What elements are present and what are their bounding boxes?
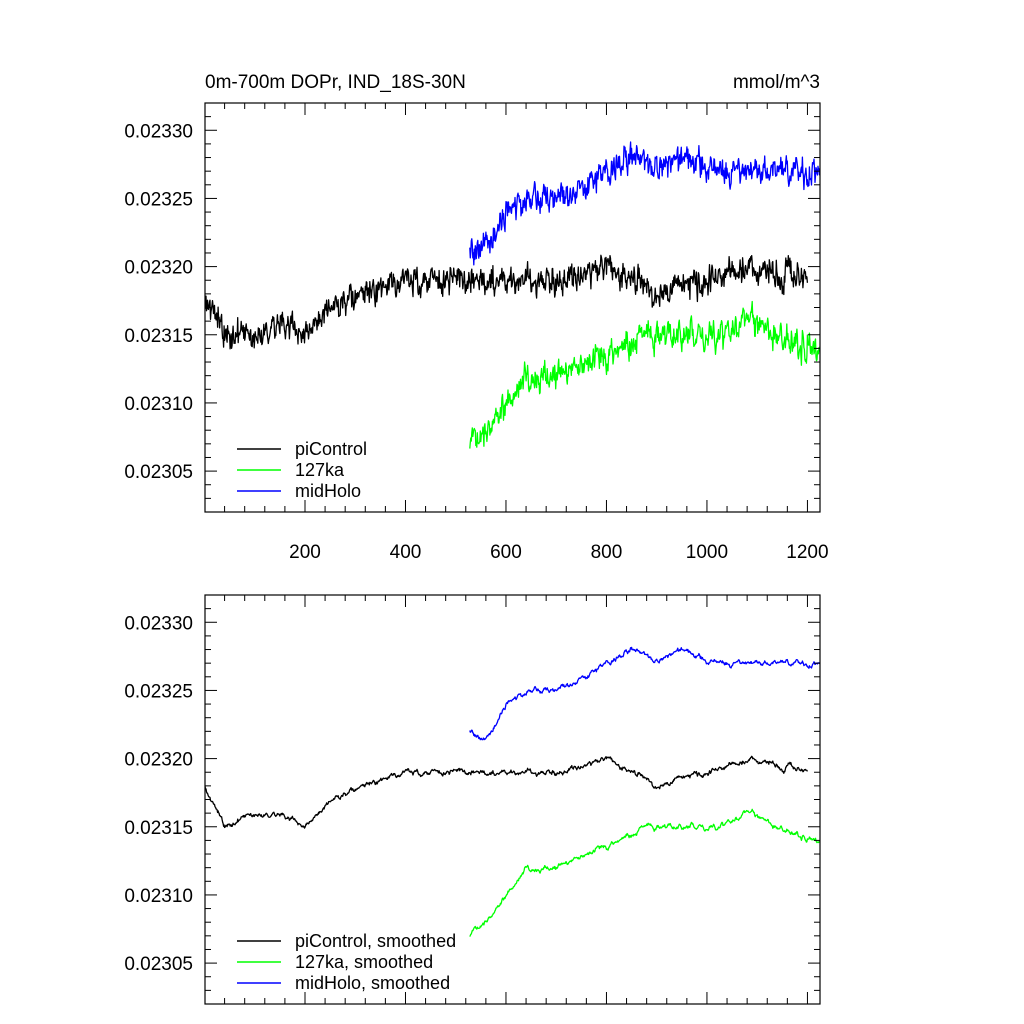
y-tick-label: 0.02325 [124, 189, 193, 210]
legend-label: midHolo [295, 481, 361, 501]
y-tick-label: 0.02320 [124, 258, 193, 279]
ticks-layer: 0.02305 0.02310 0.02315 0.02320 0.02325 0.023… [124, 594, 820, 1005]
legend-label: 127ka, smoothed [295, 952, 433, 972]
series-line-picontrol [205, 755, 808, 829]
y-tick-label: 0.02315 [124, 326, 193, 347]
series-line-picontrol [205, 254, 809, 350]
y-tick-label: 0.02305 [124, 954, 193, 975]
ticks-layer: 0.02305 0.02310 0.02315 0.02320 0.02325 0.023… [124, 102, 829, 563]
bottom-panel: 0.02305 0.02310 0.02315 0.02320 0.02325 0.023… [124, 594, 821, 1005]
y-tick-label: 0.02310 [124, 394, 193, 415]
x-tick-label: 200 [289, 542, 321, 563]
x-tick-label: 600 [490, 542, 522, 563]
chart-title: 0m-700m DOPr, IND_18S-30N [205, 72, 466, 93]
legend-label: midHolo, smoothed [295, 973, 450, 993]
x-tick-label: 400 [390, 542, 422, 563]
y-tick-label: 0.02320 [124, 750, 193, 771]
x-tick-label: 1000 [686, 542, 728, 563]
series-line-127ka [469, 300, 820, 449]
y-tick-label: 0.02330 [124, 613, 193, 634]
units-label: mmol/m^3 [733, 72, 820, 93]
x-tick-label: 1200 [786, 542, 828, 563]
series-line-midholo [469, 646, 820, 741]
y-tick-label: 0.02325 [124, 681, 193, 702]
legend-label: piControl, smoothed [295, 931, 456, 951]
series-layer [205, 646, 820, 937]
y-tick-label: 0.02305 [124, 462, 193, 483]
series-line-midholo [469, 141, 820, 266]
top-panel: 0m-700m DOPr, IND_18S-30N mmol/m^3 0.023… [124, 72, 828, 563]
y-tick-label: 0.02310 [124, 886, 193, 907]
legend-label: piControl [295, 439, 367, 459]
series-layer [205, 141, 820, 449]
x-tick-label: 800 [591, 542, 623, 563]
y-tick-label: 0.02315 [124, 818, 193, 839]
series-line-127ka [469, 808, 820, 937]
y-tick-label: 0.02330 [124, 121, 193, 142]
legend-label: 127ka [295, 460, 345, 480]
